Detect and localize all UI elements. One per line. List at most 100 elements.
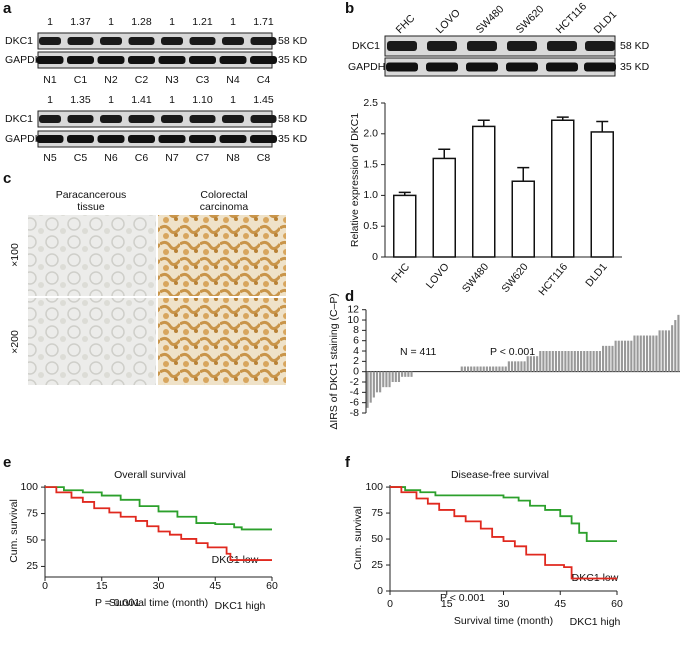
ratio-label: 1.41: [131, 94, 152, 106]
lane-label: C4: [257, 74, 271, 86]
y-axis-label: ΔIRS of DKC1 staining (C–P): [328, 293, 340, 430]
bar: [633, 335, 636, 372]
bar: [642, 335, 645, 372]
dkc1-band: [67, 115, 94, 123]
bar: [372, 371, 375, 398]
bar: [583, 351, 586, 372]
dkc1-band: [427, 41, 457, 51]
bar: [674, 320, 677, 372]
bar: [375, 371, 379, 393]
bar: [598, 351, 601, 372]
y-tick-label: 100: [365, 481, 383, 493]
bar: [539, 351, 542, 372]
bar: [510, 361, 514, 372]
y-tick-label: -4: [350, 386, 359, 398]
bar: [558, 351, 561, 372]
dkc1-band: [250, 37, 277, 45]
bar: [658, 330, 661, 372]
bar: [470, 366, 473, 372]
y-tick-label: 0: [377, 585, 383, 597]
bar: [472, 125, 496, 258]
gapdh-band: [128, 135, 155, 143]
bar: [397, 371, 401, 383]
error-bar: [596, 120, 609, 132]
bar: [517, 361, 520, 372]
y-tick-label: 2.0: [363, 128, 378, 140]
band-label: GAPDH: [348, 61, 385, 73]
bar: [460, 366, 463, 372]
x-tick-label: SW620: [499, 261, 530, 295]
survival-curve: [45, 486, 272, 531]
bar: [590, 131, 614, 258]
bar: [661, 330, 664, 372]
bar: [536, 356, 539, 372]
lane-label: N7: [165, 152, 179, 164]
y-tick-label: 1.5: [363, 158, 378, 170]
ratio-label: 1: [230, 16, 236, 28]
lane-label: FHC: [394, 12, 418, 36]
row-label: ×100: [9, 243, 21, 267]
dkc1-band: [189, 115, 216, 123]
lane-label: DLD1: [592, 9, 620, 37]
bar: [391, 371, 394, 383]
bar: [561, 351, 564, 372]
gapdh-band: [219, 135, 247, 143]
bar: [394, 371, 397, 383]
ratio-label: 1.10: [192, 94, 213, 106]
bar: [667, 330, 671, 372]
band-label: DKC1: [5, 35, 33, 47]
bar: [608, 345, 611, 372]
lane-label: N3: [165, 74, 179, 86]
survival-curve: [45, 486, 272, 561]
panel-letter: b: [345, 0, 354, 17]
dkc1-band: [100, 115, 122, 123]
dkc1-band: [128, 37, 155, 45]
bar: [476, 366, 479, 372]
x-tick-label: 30: [153, 580, 165, 592]
micrograph: [158, 298, 286, 385]
bar: [645, 335, 649, 372]
x-tick-label: 30: [498, 598, 510, 610]
dkc1-band: [39, 37, 61, 45]
ratio-label: 1: [108, 16, 114, 28]
column-label: Paracancerous: [56, 189, 127, 201]
y-tick-label: -2: [350, 376, 359, 388]
bar: [595, 351, 598, 372]
dkc1-band: [467, 41, 497, 51]
dkc1-band: [387, 41, 417, 51]
error-bar: [477, 119, 490, 127]
lane-label: SW620: [514, 3, 547, 36]
bar: [492, 366, 495, 372]
micrograph: [158, 215, 286, 296]
y-tick-label: 6: [353, 334, 359, 346]
y-tick-label: 100: [20, 481, 38, 493]
bar: [466, 366, 470, 372]
bar: [514, 361, 517, 372]
bar: [592, 351, 595, 372]
bar: [504, 366, 507, 372]
series-label: DKC1 high: [215, 600, 266, 612]
y-tick-label: 2.5: [363, 97, 378, 109]
bar: [671, 325, 674, 372]
bar: [545, 351, 548, 372]
micrograph: [28, 215, 156, 296]
bar: [570, 351, 573, 372]
y-tick-label: 25: [26, 560, 38, 572]
panel-letter: f: [345, 454, 351, 471]
bar: [649, 335, 652, 372]
y-axis-label: Relative expression of DKC1: [349, 113, 361, 247]
bar: [529, 356, 532, 372]
bar: [576, 351, 580, 372]
gapdh-band: [584, 62, 616, 72]
bar: [623, 340, 627, 372]
error-bar: [398, 191, 411, 196]
gapdh-band: [386, 62, 418, 72]
bar: [639, 335, 642, 372]
bar: [379, 371, 382, 393]
lane-label: C1: [74, 74, 88, 86]
y-tick-label: 12: [347, 303, 359, 315]
y-tick-label: 75: [26, 507, 38, 519]
x-axis-label: Survival time (month): [454, 615, 553, 627]
